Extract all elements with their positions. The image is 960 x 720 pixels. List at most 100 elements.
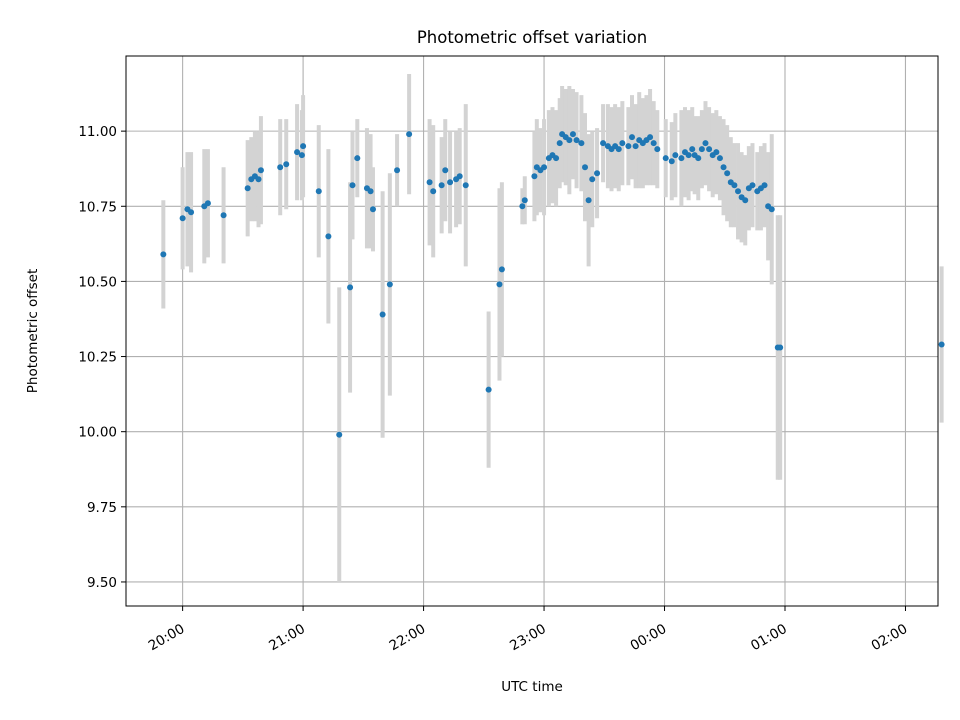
chart-title: Photometric offset variation [417,28,647,47]
data-point [654,146,661,153]
data-point [315,188,322,195]
data-point [628,134,635,141]
data-point [578,140,585,147]
data-point [678,155,685,162]
data-point [347,284,354,291]
data-point [650,140,657,147]
data-point [556,140,563,147]
data-point [541,164,548,171]
data-point [521,197,528,204]
data-point [438,182,445,189]
data-point [589,176,596,183]
data-point [430,188,437,195]
data-point [569,131,576,138]
data-point [456,173,463,180]
data-point [369,206,376,213]
y-tick-label: 10.50 [78,274,117,290]
data-point [426,179,433,186]
data-point [336,431,343,438]
data-point [761,182,768,189]
data-point [777,344,784,351]
x-tick-label: 23:00 [507,621,549,654]
data-point [938,341,945,348]
data-point [255,176,262,183]
data-point [647,134,654,141]
data-point [720,164,727,171]
data-point [742,197,749,204]
y-tick-label: 9.50 [87,575,117,591]
y-tick-label: 10.00 [78,425,117,441]
data-point [298,152,305,159]
data-point [379,311,386,318]
data-point [300,143,307,150]
x-tick-label: 00:00 [628,621,670,654]
data-point [735,188,742,195]
data-point [496,281,503,288]
grid-lines [126,56,938,606]
data-point [600,140,607,147]
data-point [349,182,356,189]
data-point [625,143,632,150]
data-point [698,146,705,153]
plot-area-frame [125,55,939,607]
data-point [768,206,775,213]
data-point [749,182,756,189]
x-tick-label: 21:00 [266,621,308,654]
data-point [498,266,505,273]
data-point [277,164,284,171]
data-point [706,146,713,153]
data-point [325,233,332,240]
data-point [724,170,731,177]
x-tick-label: 20:00 [146,621,188,654]
data-point [442,167,449,174]
data-point [585,197,592,204]
data-point [672,152,679,159]
data-point [713,149,720,156]
x-tick-label: 01:00 [748,621,790,654]
y-tick-label: 10.75 [78,199,117,215]
y-tick-label: 11.00 [78,124,117,140]
x-tick-label: 22:00 [387,621,429,654]
data-point [386,281,393,288]
y-axis-label: Photometric offset [25,269,41,393]
data-point [160,251,167,258]
data-point [367,188,374,195]
data-point [566,137,573,144]
data-point [731,182,738,189]
x-axis-label: UTC time [501,679,563,695]
data-points [160,131,945,438]
data-point [689,146,696,153]
data-point [615,146,622,153]
data-point [257,167,264,174]
data-point [406,131,413,138]
data-point [662,155,669,162]
data-point [447,179,454,186]
data-point [283,161,290,168]
data-point [702,140,709,147]
data-point [519,203,526,210]
data-point [632,143,639,150]
y-tick-label: 9.75 [87,500,117,516]
data-point [553,155,560,162]
y-tick-label: 10.25 [78,350,117,366]
data-point [179,215,186,222]
data-point [573,137,580,144]
data-point [244,185,251,192]
data-point [716,155,723,162]
data-point [594,170,601,177]
data-point [685,152,692,159]
data-point [394,167,401,174]
data-point [485,386,492,393]
data-point [668,158,675,165]
error-bars [161,74,944,582]
data-point [582,164,589,171]
data-point [531,173,538,180]
data-point [220,212,227,219]
data-point [695,155,702,162]
data-point [188,209,195,216]
data-point [294,149,301,156]
x-tick-label: 02:00 [869,621,911,654]
data-point [462,182,469,189]
data-point [354,155,361,162]
